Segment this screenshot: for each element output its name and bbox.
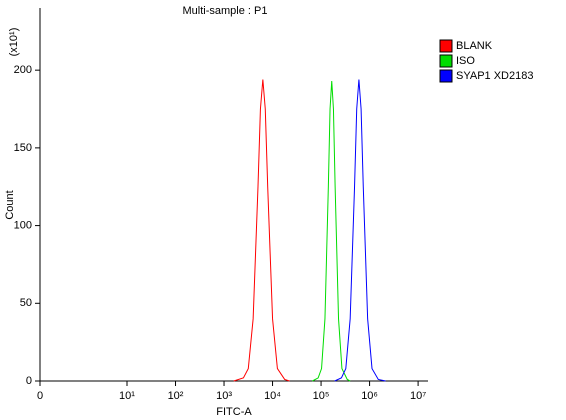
x-tick-label: 10⁴ bbox=[264, 390, 281, 402]
y-tick-label: 50 bbox=[20, 297, 32, 309]
x-tick-label: 10¹ bbox=[119, 390, 135, 402]
legend-swatch bbox=[439, 69, 453, 83]
x-tick-label: 0 bbox=[37, 390, 43, 402]
legend-label: ISO bbox=[456, 55, 475, 67]
chart-title: Multi-sample : P1 bbox=[183, 5, 268, 17]
y-multiplier: (x10¹) bbox=[8, 28, 20, 57]
x-tick-label: 10² bbox=[168, 390, 184, 402]
x-tick-label: 10³ bbox=[216, 390, 232, 402]
series-line bbox=[233, 79, 290, 382]
legend-label: BLANK bbox=[456, 40, 493, 52]
y-tick-label: 0 bbox=[26, 375, 32, 387]
series-line bbox=[334, 79, 386, 382]
series-line bbox=[312, 81, 351, 382]
y-tick-label: 150 bbox=[14, 142, 32, 154]
x-tick-label: 10⁷ bbox=[410, 390, 426, 402]
x-axis-label: FITC-A bbox=[216, 406, 252, 418]
x-tick-label: 10⁵ bbox=[313, 390, 330, 402]
legend-swatch bbox=[439, 39, 453, 53]
legend-label: SYAP1 XD2183 bbox=[456, 70, 533, 82]
y-tick-label: 100 bbox=[14, 219, 32, 231]
legend-swatch bbox=[439, 54, 453, 68]
y-axis-label: Count bbox=[4, 190, 16, 219]
x-tick-label: 10⁶ bbox=[361, 390, 378, 402]
y-tick-label: 200 bbox=[14, 64, 32, 76]
